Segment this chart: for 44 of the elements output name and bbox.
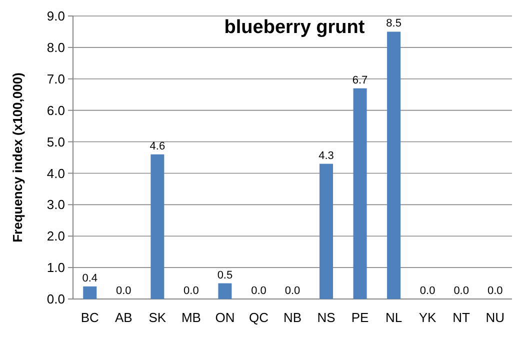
x-tick-label: NT (452, 310, 470, 325)
x-tick-label: NS (317, 310, 336, 325)
y-tick-label: 6.0 (46, 102, 65, 118)
x-tick-label: NU (486, 310, 505, 325)
x-tick-label: NB (283, 310, 302, 325)
data-label: 8.5 (386, 18, 402, 30)
bar (387, 32, 401, 299)
y-axis-title: Frequency index (x100,000) (10, 72, 25, 242)
y-tick-label: 9.0 (46, 8, 65, 24)
y-tick-label: 2.0 (46, 228, 65, 244)
bar (150, 154, 164, 299)
data-label: 0.0 (251, 285, 266, 297)
data-label: 6.7 (352, 74, 368, 86)
x-tick-label: BC (80, 310, 99, 325)
y-tick-label: 4.0 (46, 166, 65, 181)
data-label: 4.6 (150, 140, 166, 152)
x-tick-label: SK (148, 310, 166, 325)
data-label: 0.5 (217, 269, 233, 282)
y-tick-label: 3.0 (46, 197, 65, 212)
data-label: 0.0 (487, 285, 503, 297)
x-tick-label: QC (248, 310, 268, 325)
x-tick-label: PE (351, 310, 370, 325)
x-tick-label: NL (385, 310, 402, 325)
x-tick-label: MB (181, 310, 201, 325)
chart-title: blueberry grunt (224, 17, 366, 38)
y-tick-label: 5.0 (46, 134, 65, 150)
bar (218, 283, 232, 299)
data-label: 0.0 (116, 285, 132, 297)
data-label: 0.4 (82, 272, 98, 284)
y-tick-label: 8.0 (46, 40, 65, 55)
data-label: 4.3 (318, 150, 334, 162)
x-tick-label: YK (418, 310, 437, 325)
bar (83, 286, 97, 299)
y-tick-label: 0.0 (46, 292, 65, 307)
data-label: 0.0 (284, 285, 300, 297)
data-label: 0.0 (454, 285, 469, 297)
bar (320, 164, 334, 299)
y-tick-label: 7.0 (46, 71, 65, 86)
x-tick-label: ON (215, 310, 235, 325)
data-label: 0.0 (420, 285, 436, 297)
bar (353, 88, 367, 299)
x-tick-label: AB (114, 310, 132, 325)
data-label: 0.0 (184, 285, 199, 297)
y-tick-label: 1.0 (46, 260, 65, 276)
